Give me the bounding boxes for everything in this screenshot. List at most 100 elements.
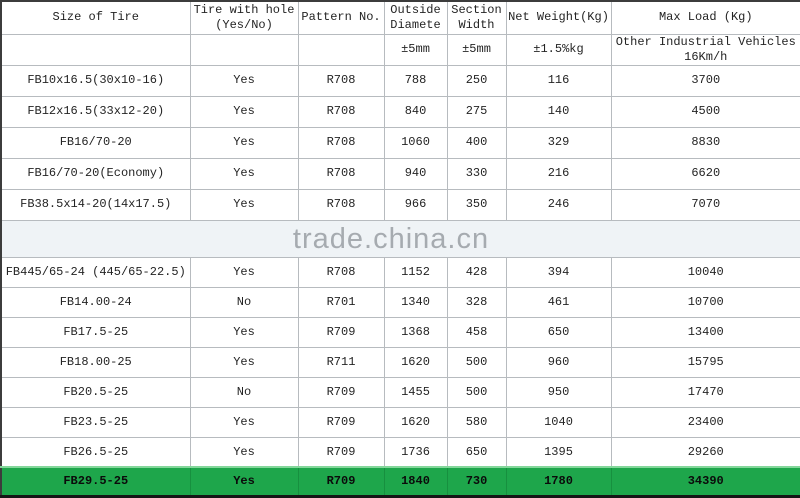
table-cell: 329: [505, 126, 612, 159]
table-cell: 1780: [505, 466, 612, 496]
table-cell: 458: [446, 316, 507, 348]
table-cell: FB445/65-24 (445/65-22.5): [0, 256, 191, 288]
table-cell: FB18.00-25: [0, 346, 191, 378]
table-row: FB445/65-24 (445/65-22.5) Yes R708 1152 428 3…: [0, 256, 800, 288]
table-cell: FB14.00-24: [0, 286, 191, 318]
table-cell: FB20.5-25: [0, 376, 191, 408]
table-cell: 13400: [610, 316, 800, 348]
table-cell: R711: [297, 346, 385, 378]
table-cell: 650: [505, 316, 612, 348]
col-subheader-pattern-no: [297, 33, 385, 66]
table-row: FB16/70-20 Yes R708 1060 400 329 8830: [0, 126, 800, 159]
table-cell: FB26.5-25: [0, 436, 191, 468]
table-cell: 428: [446, 256, 507, 288]
table-cell: R708: [297, 95, 385, 128]
col-subheader-max-load: Other Industrial Vehicles 16Km/h: [610, 33, 800, 66]
col-header-net-weight: Net Weight(Kg): [505, 0, 612, 35]
table-header: Size of Tire Tire with hole (Yes/No) Pat…: [0, 0, 800, 66]
table-cell: FB16/70-20: [0, 126, 191, 159]
table-cell: R701: [297, 286, 385, 318]
table-cell: Yes: [189, 157, 299, 190]
table-cell: FB38.5x14-20(14x17.5): [0, 188, 191, 221]
table-cell: R708: [297, 157, 385, 190]
table-cell: 950: [505, 376, 612, 408]
col-subheader-tire-with-hole: [189, 33, 299, 66]
table-row: FB38.5x14-20(14x17.5) Yes R708 966 350 246 707…: [0, 188, 800, 221]
table-row: FB20.5-25 No R709 1455 500 950 17470: [0, 376, 800, 408]
table-cell: 250: [446, 64, 507, 97]
col-subheader-section-width: ±5mm: [446, 33, 507, 66]
table-row: FB26.5-25 Yes R709 1736 650 1395 29260: [0, 436, 800, 468]
table-cell: 15795: [610, 346, 800, 378]
table-cell: 3700: [610, 64, 800, 97]
table-row: FB14.00-24 No R701 1340 328 461 10700: [0, 286, 800, 318]
col-header-max-load: Max Load (Kg): [610, 0, 800, 35]
table-cell: 330: [446, 157, 507, 190]
table-cell: 17470: [610, 376, 800, 408]
table-cell: 580: [446, 406, 507, 438]
table-cell: 400: [446, 126, 507, 159]
table-body: FB10x16.5(30x10-16) Yes R708 788 250 116 3700 F…: [0, 64, 800, 496]
table-cell: Yes: [189, 126, 299, 159]
col-subheader-outside-diamete: ±5mm: [383, 33, 448, 66]
table-cell: 394: [505, 256, 612, 288]
header-row-tolerances: ±5mm ±5mm ±1.5%kg Other Industrial Vehic…: [0, 33, 800, 66]
table-cell: FB12x16.5(33x12-20): [0, 95, 191, 128]
table-cell: 1040: [505, 406, 612, 438]
table-cell: 10700: [610, 286, 800, 318]
table-cell: Yes: [189, 256, 299, 288]
table-cell: 7070: [610, 188, 800, 221]
col-header-tire-with-hole: Tire with hole (Yes/No): [189, 0, 299, 35]
table-cell: R709: [297, 376, 385, 408]
table-cell: Yes: [189, 466, 299, 496]
table-cell: 216: [505, 157, 612, 190]
table-cell: 500: [446, 346, 507, 378]
table-cell: R708: [297, 188, 385, 221]
table-row: FB12x16.5(33x12-20) Yes R708 840 275 140 4500: [0, 95, 800, 128]
table-cell: 1620: [383, 406, 448, 438]
table-cell: Yes: [189, 316, 299, 348]
table-cell: 140: [505, 95, 612, 128]
table-cell: 246: [505, 188, 612, 221]
table-cell: 8830: [610, 126, 800, 159]
table-cell: 940: [383, 157, 448, 190]
table-cell: 650: [446, 436, 507, 468]
table-cell: 966: [383, 188, 448, 221]
col-header-outside-diamete: Outside Diamete: [383, 0, 448, 35]
table-cell: 730: [446, 466, 507, 496]
table-cell: R708: [297, 64, 385, 97]
table-cell: FB16/70-20(Economy): [0, 157, 191, 190]
table-cell: 275: [446, 95, 507, 128]
table-cell: 1736: [383, 436, 448, 468]
col-header-size-of-tire: Size of Tire: [0, 0, 191, 35]
table-row: FB16/70-20(Economy) Yes R708 940 330 216 6620: [0, 157, 800, 190]
table-cell: 6620: [610, 157, 800, 190]
table-cell: Yes: [189, 406, 299, 438]
watermark-text: trade.china.cn: [292, 222, 490, 255]
table-cell: 116: [505, 64, 612, 97]
table-cell: FB10x16.5(30x10-16): [0, 64, 191, 97]
bottom-black-bar: [0, 495, 800, 498]
table-cell: FB23.5-25: [0, 406, 191, 438]
table-row-highlighted: FB29.5-25 Yes R709 1840 730 1780 34390: [0, 466, 800, 496]
table-cell: 4500: [610, 95, 800, 128]
table-row: FB23.5-25 Yes R709 1620 580 1040 23400: [0, 406, 800, 438]
table-cell: 23400: [610, 406, 800, 438]
table-cell: R709: [297, 436, 385, 468]
table-cell: FB29.5-25: [0, 466, 191, 496]
table-cell: No: [189, 376, 299, 408]
col-subheader-size-of-tire: [0, 33, 191, 66]
table-cell: 29260: [610, 436, 800, 468]
header-row-titles: Size of Tire Tire with hole (Yes/No) Pat…: [0, 0, 800, 35]
table-row: FB18.00-25 Yes R711 1620 500 960 15795: [0, 346, 800, 378]
table-row: FB10x16.5(30x10-16) Yes R708 788 250 116 3700: [0, 64, 800, 97]
table-cell: 840: [383, 95, 448, 128]
table-cell: No: [189, 286, 299, 318]
table-cell: 328: [446, 286, 507, 318]
table-cell: R709: [297, 316, 385, 348]
table-cell: Yes: [189, 436, 299, 468]
table-cell: 1060: [383, 126, 448, 159]
table-cell: Yes: [189, 188, 299, 221]
